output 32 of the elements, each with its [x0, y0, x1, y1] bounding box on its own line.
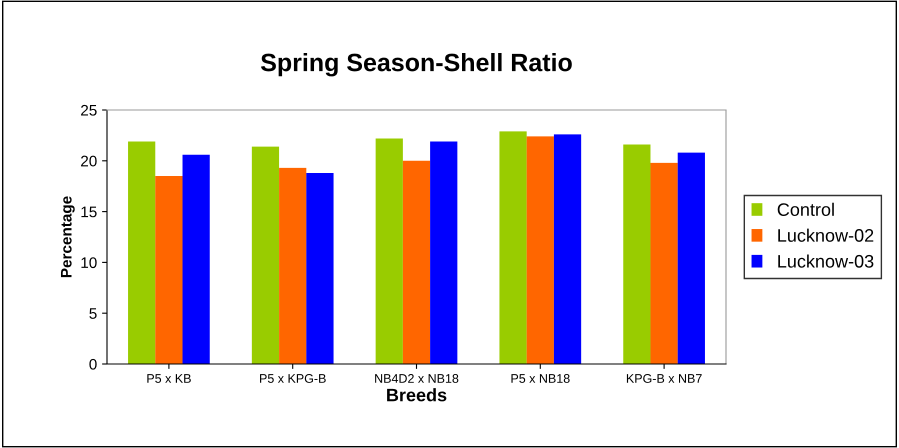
bar	[279, 168, 306, 364]
bar	[252, 146, 280, 364]
bar	[678, 152, 705, 364]
x-tick-label: P5 x KPG-B	[260, 374, 326, 383]
legend-label: Lucknow-02	[778, 228, 874, 242]
bar	[155, 176, 183, 364]
x-tick-label: P5 x NB18	[511, 374, 570, 383]
x-tick-label: NB4D2 x NB18	[375, 374, 458, 383]
bar	[623, 144, 650, 364]
legend-label: Control	[778, 202, 834, 216]
bar	[499, 131, 527, 364]
bar	[128, 141, 156, 364]
bar	[376, 138, 403, 364]
y-tick-label: 0	[89, 358, 97, 370]
bar	[430, 141, 458, 364]
x-tick-label: KPG-B x NB7	[626, 374, 702, 383]
y-tick-label: 10	[81, 257, 97, 268]
bar	[306, 172, 334, 364]
y-tick-label: 15	[81, 206, 97, 218]
y-tick-label: 25	[81, 104, 97, 116]
bar	[526, 136, 554, 364]
bar	[182, 154, 210, 364]
y-tick-label: 20	[81, 156, 97, 166]
legend-label: Lucknow-03	[778, 254, 874, 268]
x-axis-title: Breeds	[387, 388, 446, 402]
x-tick-label: P5 x KB	[147, 374, 191, 383]
y-axis-title: Percentage	[60, 196, 75, 278]
bar	[650, 162, 678, 364]
bar	[402, 160, 430, 364]
bar	[554, 134, 582, 364]
chart-title: Spring Season-Shell Ratio	[260, 52, 572, 76]
y-tick-label: 5	[89, 308, 97, 319]
